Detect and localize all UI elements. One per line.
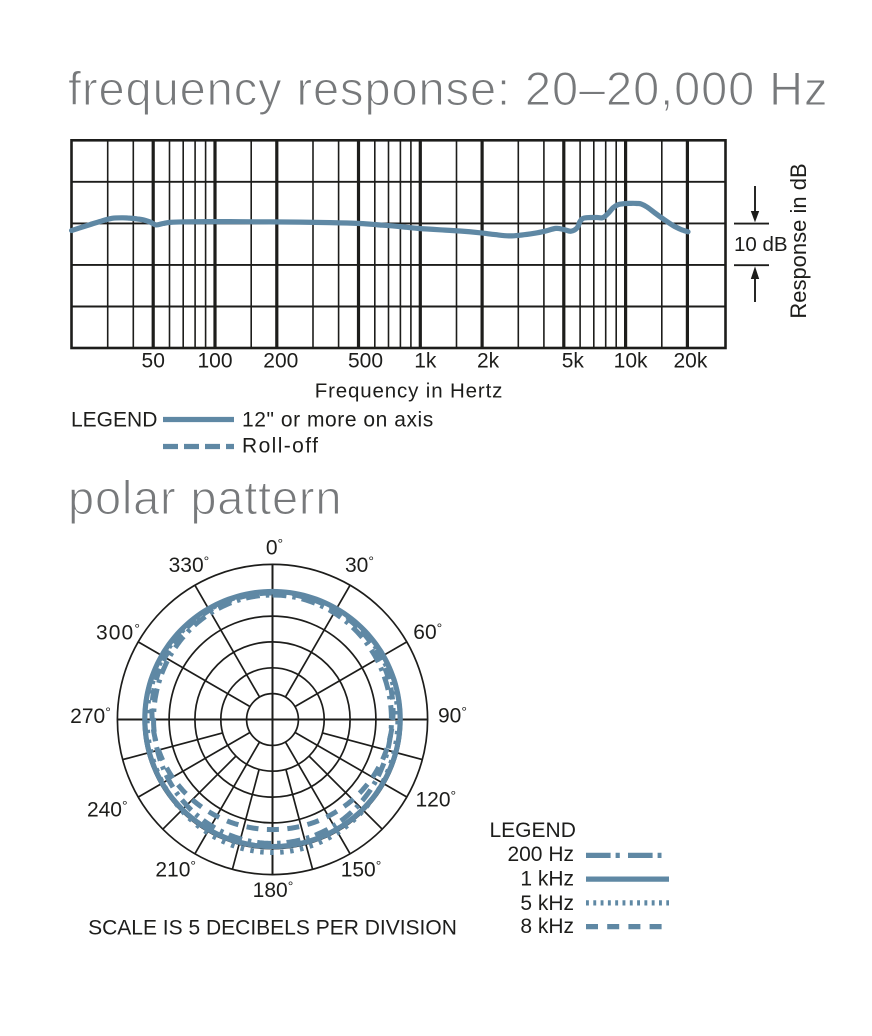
svg-text:330°: 330°	[169, 553, 210, 577]
svg-text:180°: 180°	[253, 878, 294, 902]
svg-text:240°: 240°	[87, 797, 128, 821]
svg-text:LEGEND: LEGEND	[71, 409, 157, 432]
svg-text:SCALE IS 5 DECIBELS PER DIVISI: SCALE IS 5 DECIBELS PER DIVISION	[88, 917, 457, 940]
svg-text:270°: 270°	[70, 704, 111, 728]
svg-text:2k: 2k	[477, 350, 500, 373]
svg-text:Response in dB: Response in dB	[786, 163, 811, 318]
svg-text:Roll-off: Roll-off	[242, 435, 319, 458]
svg-text:5k: 5k	[562, 350, 585, 373]
svg-text:8 kHz: 8 kHz	[520, 915, 574, 938]
svg-text:12" or more on axis: 12" or more on axis	[242, 409, 434, 432]
svg-text:200 Hz: 200 Hz	[507, 843, 574, 866]
svg-text:50: 50	[142, 350, 165, 373]
svg-text:LEGEND: LEGEND	[490, 819, 576, 842]
svg-text:polar pattern: polar pattern	[68, 471, 342, 524]
svg-text:210°: 210°	[155, 858, 196, 882]
svg-text:100: 100	[197, 350, 232, 373]
svg-text:1k: 1k	[414, 350, 437, 373]
svg-text:200: 200	[263, 350, 298, 373]
svg-text:Frequency in Hertz: Frequency in Hertz	[315, 380, 503, 403]
svg-text:500: 500	[348, 350, 383, 373]
svg-text:120°: 120°	[416, 788, 457, 812]
svg-text:20k: 20k	[673, 350, 707, 373]
svg-text:300°: 300°	[96, 621, 141, 645]
svg-text:10k: 10k	[614, 350, 648, 373]
svg-text:10 dB: 10 dB	[734, 233, 788, 256]
svg-text:5 kHz: 5 kHz	[520, 892, 574, 915]
svg-text:1 kHz: 1 kHz	[520, 868, 574, 891]
svg-text:150°: 150°	[341, 858, 382, 882]
svg-text:frequency response: 20–20,000: frequency response: 20–20,000 Hz	[68, 62, 828, 115]
